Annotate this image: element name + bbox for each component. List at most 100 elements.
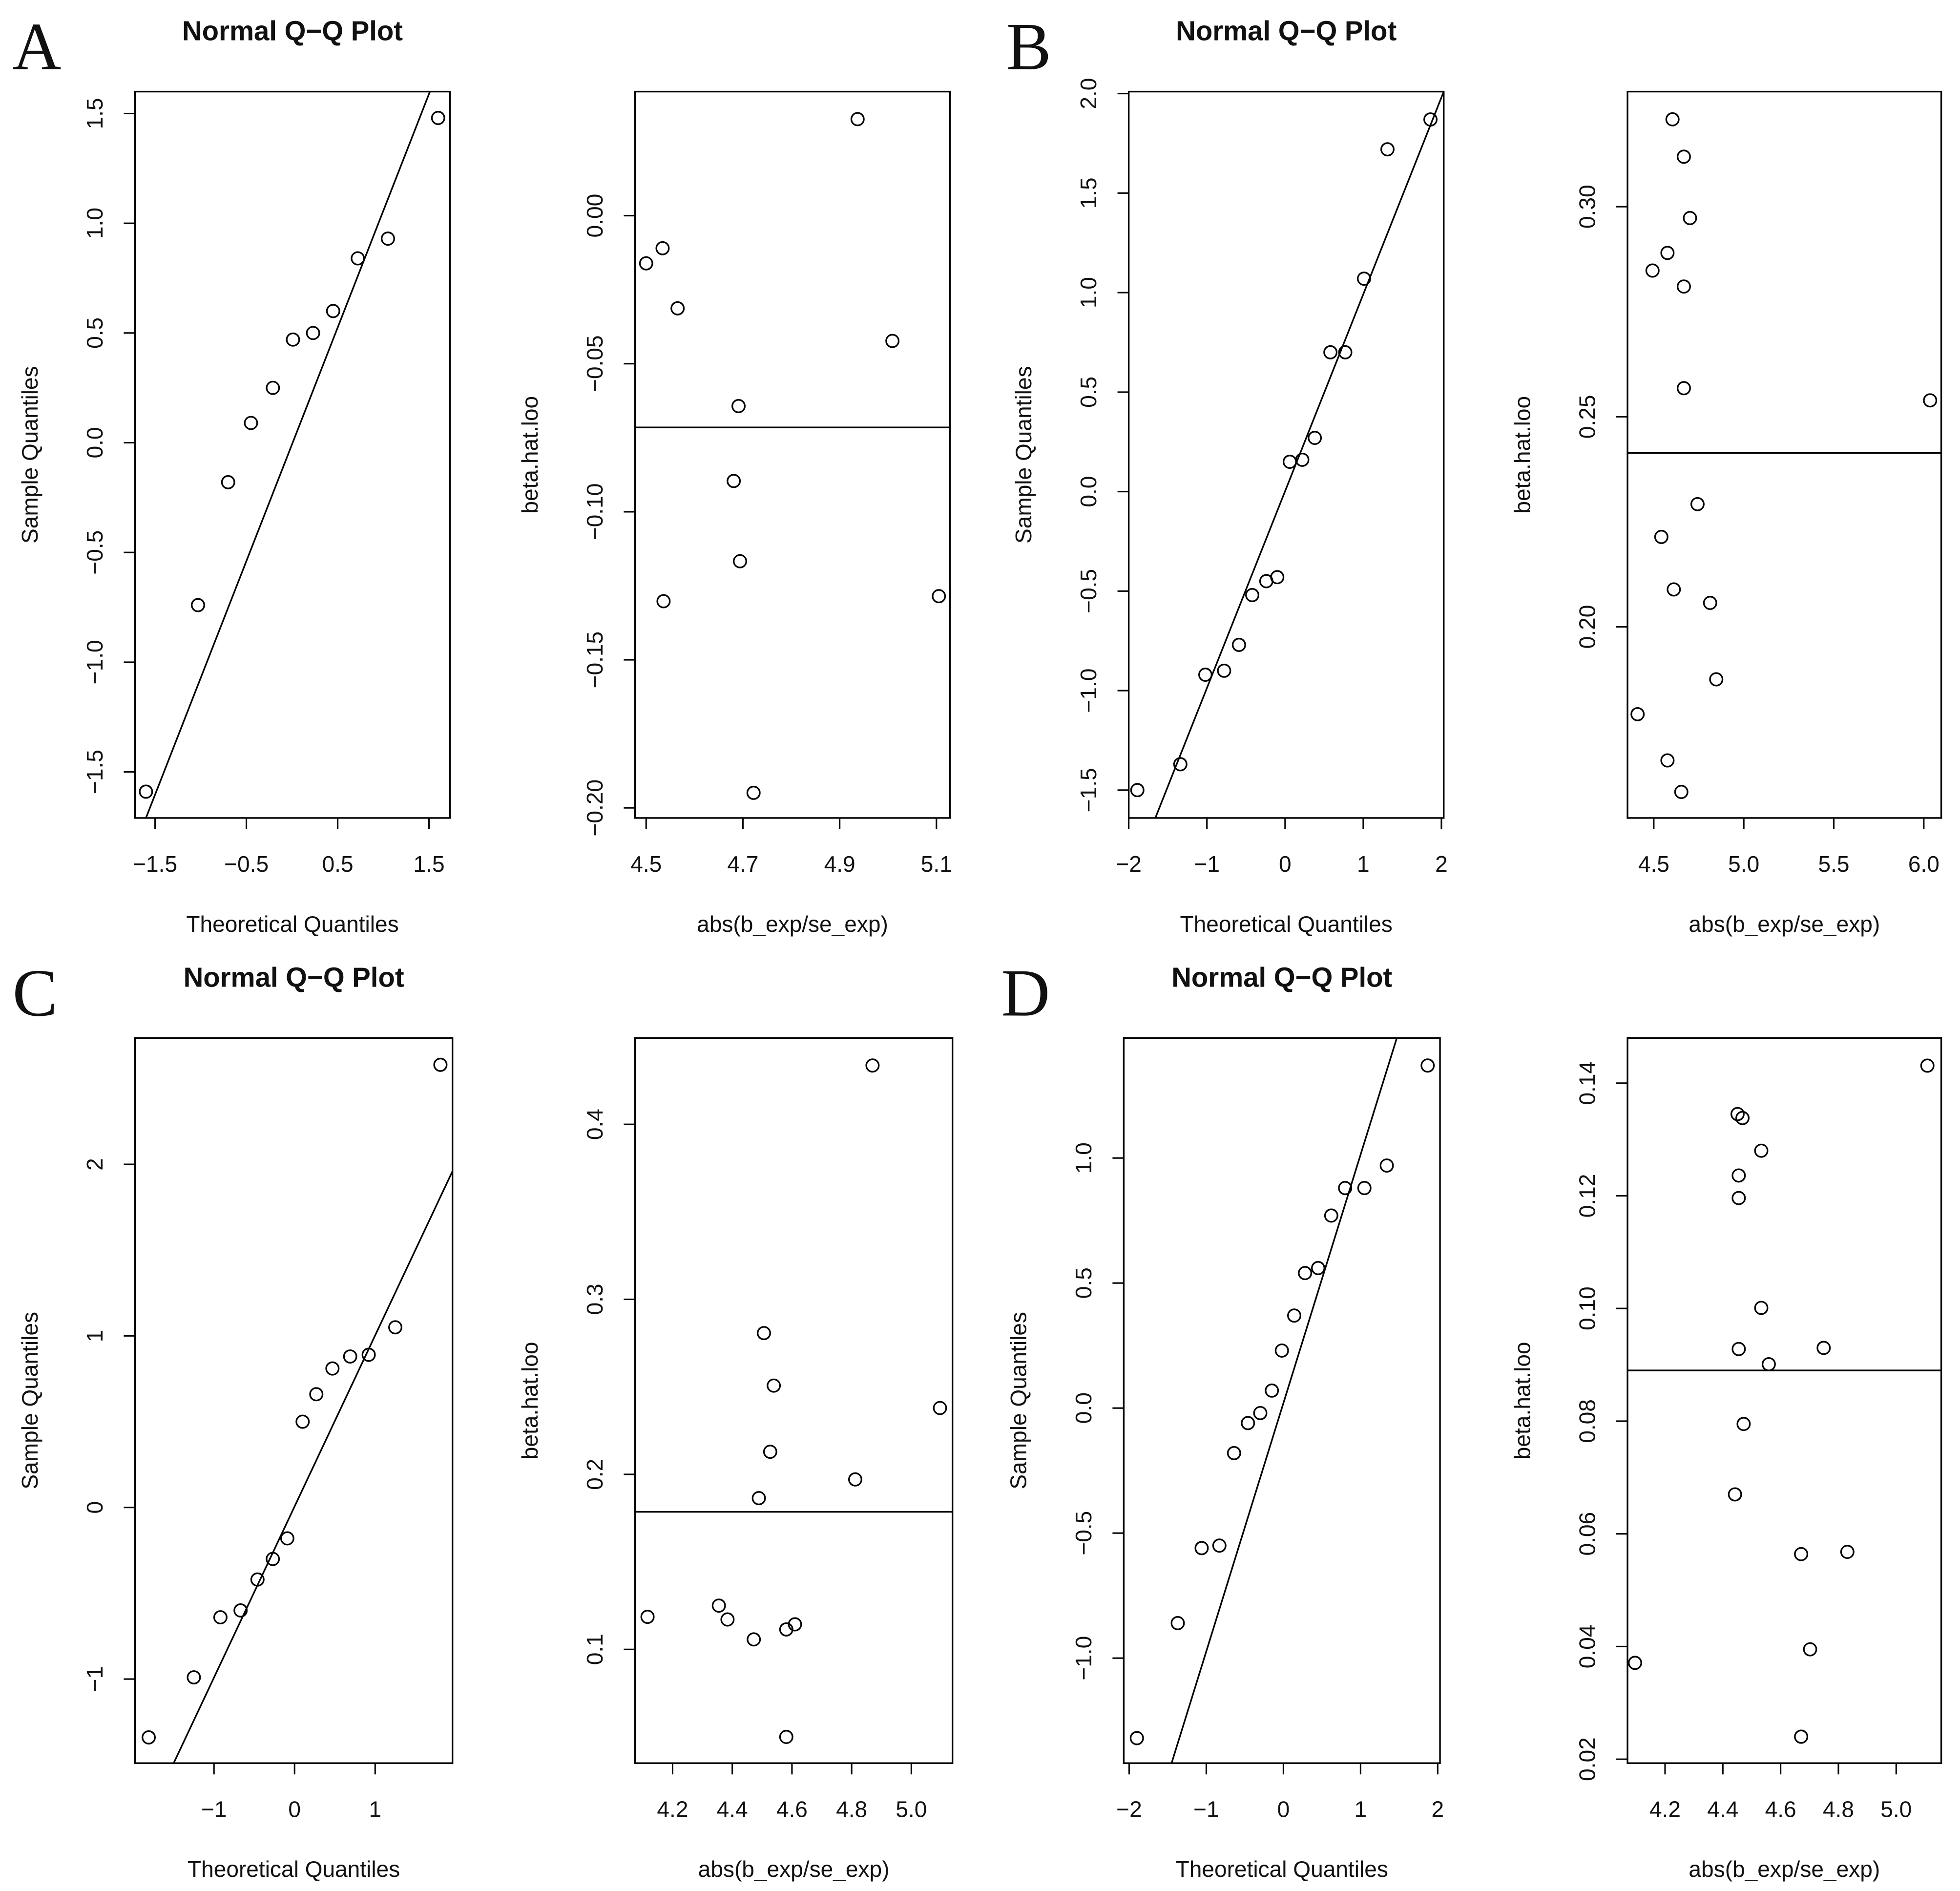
point [1674, 785, 1689, 799]
y-tick-label: 0.10 [1574, 1286, 1600, 1330]
y-tick-label: 0.5 [1071, 1267, 1096, 1299]
y-axis-label: beta.hat.loo [1509, 396, 1535, 514]
point [266, 1552, 280, 1566]
y-tick-label: 0.12 [1574, 1174, 1600, 1218]
x-axis-label: Theoretical Quantiles [188, 1856, 400, 1882]
y-tick-label: −0.10 [582, 483, 607, 541]
point [1735, 1111, 1750, 1125]
y-tick-label: 0.2 [582, 1459, 607, 1490]
x-tick-label: 4.6 [1765, 1796, 1796, 1822]
x-tick-label: 4.4 [717, 1796, 748, 1822]
x-tick-label: −1 [201, 1796, 227, 1822]
point [286, 332, 300, 347]
y-axis-label: beta.hat.loo [517, 1342, 542, 1459]
plot-frame [634, 1037, 954, 1764]
x-axis-label: abs(b_exp/se_exp) [698, 1856, 890, 1882]
x-tick-label: −0.5 [224, 851, 269, 877]
x-tick-label: 4.8 [836, 1796, 867, 1822]
x-tick-label: 4.2 [1649, 1796, 1681, 1822]
x-tick-label: −1 [1194, 851, 1220, 877]
plot-frame [1123, 1037, 1441, 1764]
y-tick-label: −0.05 [582, 335, 607, 392]
point [1253, 1406, 1268, 1420]
point [848, 1472, 862, 1487]
point [779, 1729, 793, 1744]
plot-frame [634, 90, 951, 819]
point [1660, 753, 1675, 768]
plot-frame [134, 90, 451, 819]
point [1379, 1158, 1394, 1173]
x-tick-label: 2 [1435, 851, 1448, 877]
x-axis-label: abs(b_exp/se_exp) [1689, 1856, 1880, 1882]
point [1690, 497, 1705, 511]
y-tick-label: 0.20 [1574, 605, 1600, 649]
point [767, 1378, 781, 1393]
point [763, 1445, 777, 1459]
point [295, 1414, 310, 1429]
point [1665, 112, 1680, 126]
point [932, 589, 946, 604]
panel-label: C [13, 955, 58, 1030]
point [266, 380, 280, 395]
point [1803, 1642, 1817, 1657]
point [1130, 783, 1145, 798]
y-tick-label: −1.5 [82, 750, 107, 794]
point [731, 399, 746, 413]
point [1731, 1342, 1746, 1356]
y-tick-label: −0.5 [1076, 569, 1101, 613]
y-tick-label: 0 [82, 1501, 107, 1514]
point [1323, 345, 1338, 359]
point [221, 475, 235, 489]
x-axis-label: Theoretical Quantiles [1180, 911, 1393, 937]
point [1731, 1107, 1745, 1121]
point [1645, 263, 1660, 278]
point [1736, 1417, 1751, 1431]
point [850, 112, 865, 126]
y-tick-label: −1 [82, 1666, 107, 1692]
point [1754, 1143, 1769, 1158]
y-tick-label: −1.0 [82, 640, 107, 684]
x-tick-label: 4.2 [657, 1796, 688, 1822]
point [1212, 1538, 1227, 1553]
y-tick-label: 0.25 [1574, 395, 1600, 439]
point [1198, 668, 1212, 682]
point [1728, 1487, 1742, 1502]
y-tick-label: 0.14 [1574, 1061, 1600, 1105]
point [1676, 149, 1691, 164]
point [1356, 272, 1371, 286]
y-axis-label: Sample Quantiles [17, 1312, 42, 1490]
y-axis-label: beta.hat.loo [1509, 1342, 1535, 1459]
point [655, 241, 670, 255]
y-tick-label: 0.06 [1574, 1512, 1600, 1556]
y-tick-label: −0.15 [582, 631, 607, 689]
plot-frame [134, 1037, 454, 1764]
point [1816, 1341, 1831, 1355]
point [326, 304, 340, 318]
point [1676, 279, 1691, 294]
point [1270, 570, 1285, 585]
x-tick-label: 5.5 [1818, 851, 1849, 877]
y-tick-label: 0.1 [582, 1634, 607, 1665]
point [788, 1617, 802, 1632]
x-tick-label: 4.8 [1823, 1796, 1854, 1822]
y-axis-label: beta.hat.loo [517, 396, 542, 514]
y-tick-label: 1.5 [82, 98, 107, 129]
x-tick-label: 2 [1432, 1796, 1444, 1822]
point [1794, 1729, 1809, 1744]
x-tick-label: −2 [1116, 1796, 1142, 1822]
point [1731, 1191, 1746, 1205]
point [1265, 1383, 1279, 1398]
point [1709, 672, 1724, 687]
point [727, 474, 741, 488]
point [746, 785, 761, 800]
point [1731, 1168, 1746, 1183]
point [1231, 637, 1246, 652]
point [142, 1730, 156, 1744]
point [933, 1401, 947, 1415]
point [244, 416, 258, 430]
x-axis-label: Theoretical Quantiles [186, 911, 398, 937]
point [865, 1058, 880, 1073]
point [885, 334, 900, 348]
y-tick-label: 0.5 [82, 317, 107, 349]
point [233, 1603, 248, 1618]
